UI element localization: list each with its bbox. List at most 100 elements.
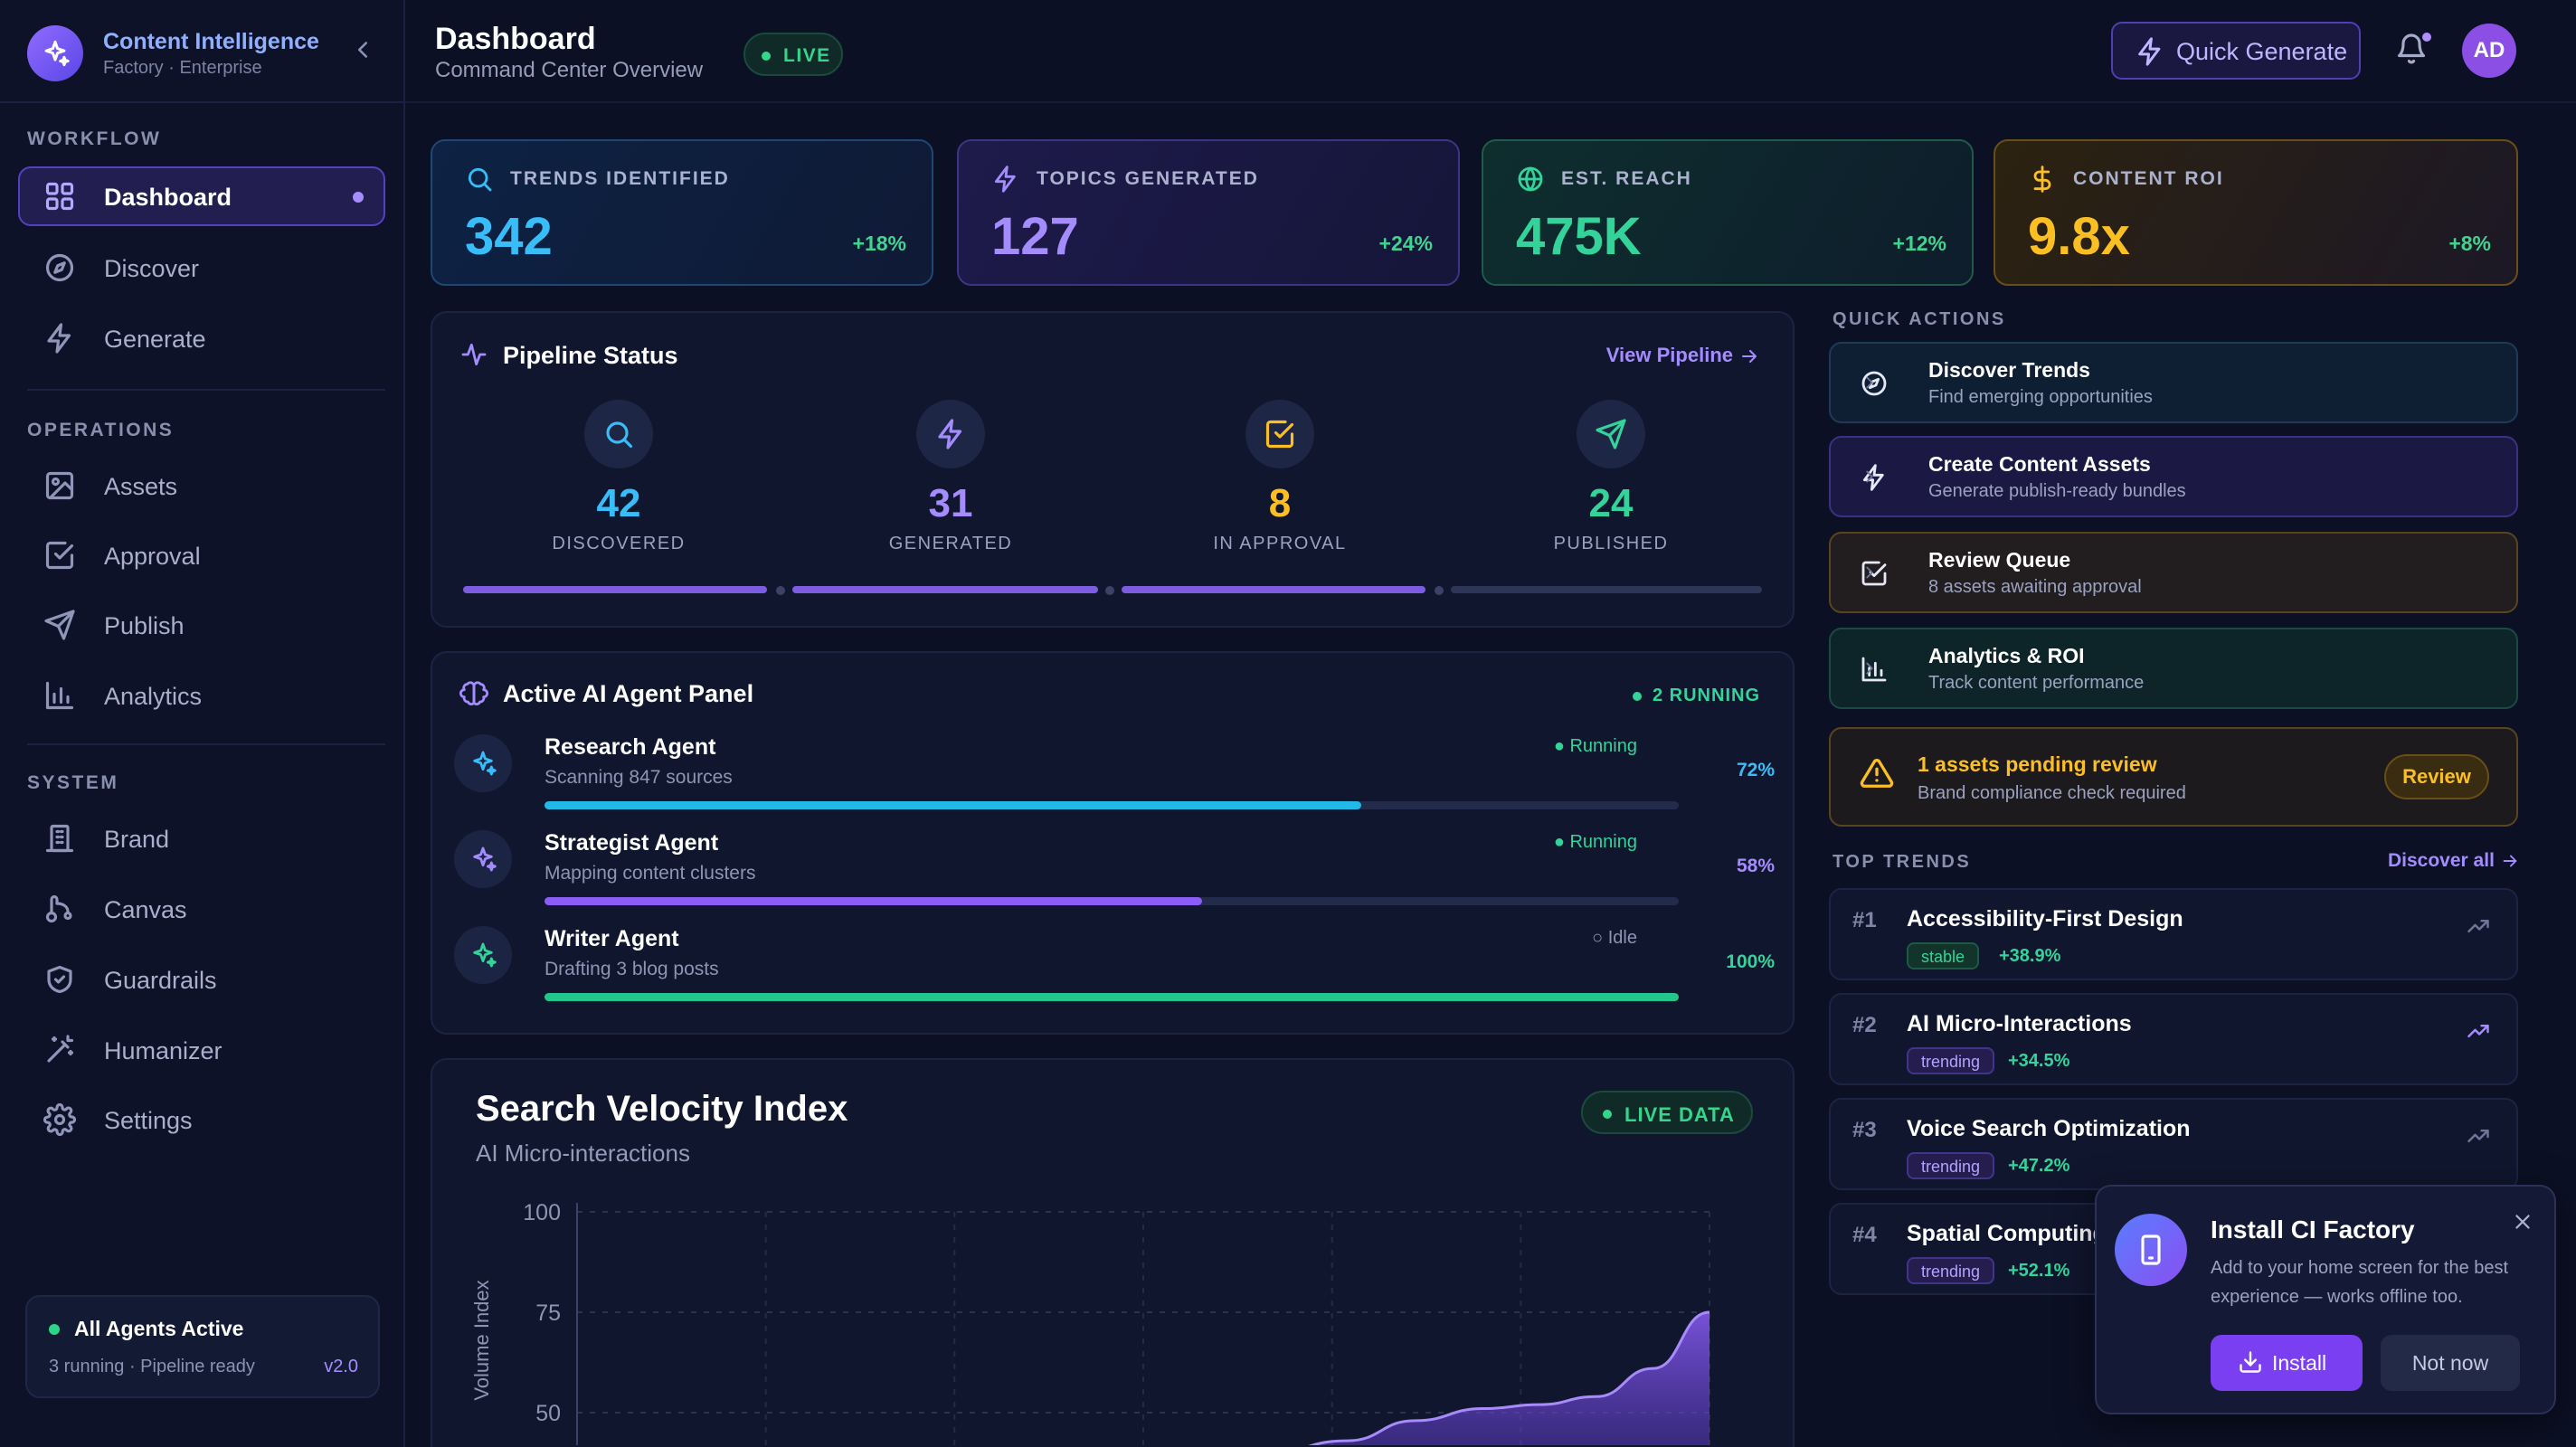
quick-action-create-content[interactable]: Create Content Assets Generate publish-r… — [1829, 436, 2518, 517]
chevron-right-icon — [1866, 376, 1873, 389]
y-tick-label: 100 — [523, 1200, 561, 1225]
brush-icon — [45, 895, 72, 923]
sidebar-item-canvas[interactable]: Canvas — [18, 879, 385, 939]
sidebar-item-discover[interactable]: Discover — [18, 238, 385, 298]
agent-row-writer[interactable]: Writer Agent Drafting 3 blog posts ○ Idl… — [454, 922, 1775, 1013]
bell-icon — [2397, 33, 2426, 64]
sidebar-item-label: Approval — [104, 543, 201, 570]
agent-status: ● Running — [1553, 832, 1637, 852]
active-indicator-dot — [353, 192, 364, 203]
lightning-icon — [2138, 37, 2161, 66]
arrow-right-icon — [1741, 350, 1757, 364]
chevron-right-icon — [1866, 566, 1873, 579]
agent-percent: 58% — [1736, 856, 1775, 876]
agent-row-strategist[interactable]: Strategist Agent Mapping content cluster… — [454, 827, 1775, 917]
quick-action-review-queue[interactable]: Review Queue 8 assets awaiting approval — [1829, 532, 2518, 613]
live-data-label: LIVE DATA — [1624, 1103, 1735, 1126]
review-button[interactable]: Review — [2384, 754, 2489, 799]
trending-up-icon — [2467, 919, 2489, 933]
bar-chart-icon — [45, 681, 74, 710]
sidebar-item-label: Dashboard — [104, 184, 232, 211]
agent-status-label: Running — [1569, 832, 1637, 852]
agent-avatar — [454, 830, 512, 888]
stage-count: 24 — [1588, 481, 1634, 525]
sidebar-item-analytics[interactable]: Analytics — [18, 666, 385, 725]
avatar[interactable]: AD — [2462, 24, 2516, 78]
quick-action-discover-trends[interactable]: Discover Trends Find emerging opportunit… — [1829, 342, 2518, 423]
collapse-sidebar-button[interactable] — [349, 36, 382, 69]
sidebar-item-label: Generate — [104, 326, 206, 353]
chevron-right-icon — [1866, 470, 1873, 483]
view-pipeline-link[interactable]: View Pipeline — [1606, 344, 1760, 367]
stage-icon-circle — [1245, 400, 1314, 468]
agent-percent: 100% — [1726, 951, 1775, 972]
agent-progress-fill — [545, 801, 1361, 809]
trend-name: Accessibility-First Design — [1907, 906, 2183, 932]
pipeline-stage-in-approval[interactable]: 8 IN APPROVAL — [1144, 400, 1416, 563]
sidebar-item-brand[interactable]: Brand — [18, 809, 385, 868]
sidebar-item-guardrails[interactable]: Guardrails — [18, 950, 385, 1009]
quick-action-title: Analytics & ROI — [1928, 644, 2085, 667]
stat-card-trends: TRENDS IDENTIFIED 342 +18% — [431, 139, 933, 286]
shield-icon — [47, 965, 72, 994]
building-icon — [45, 824, 74, 853]
velocity-chart: 100 75 50 Volume Index — [470, 1200, 1710, 1445]
quick-action-analytics[interactable]: Analytics & ROI Track content performanc… — [1829, 628, 2518, 709]
compass-icon — [45, 253, 74, 282]
y-tick-label: 50 — [535, 1401, 561, 1426]
agents-status-card: All Agents Active 3 running · Pipeline r… — [25, 1295, 380, 1398]
stat-delta: +12% — [1892, 232, 1946, 255]
live-dot — [762, 52, 771, 61]
close-dialog-button[interactable] — [2511, 1210, 2534, 1234]
pipeline-connector-dot — [1105, 586, 1114, 595]
sidebar-item-generate[interactable]: Generate — [18, 308, 385, 368]
stat-delta: +18% — [852, 232, 906, 255]
trend-item[interactable]: #3 Voice Search Optimization trending +4… — [1829, 1098, 2518, 1190]
sidebar-item-label: Humanizer — [104, 1037, 223, 1064]
sidebar-item-dashboard[interactable]: Dashboard — [18, 166, 385, 226]
alert-description: Brand compliance check required — [1918, 783, 2186, 803]
install-button[interactable]: Install — [2211, 1335, 2363, 1391]
quick-generate-button[interactable]: Quick Generate — [2111, 22, 2361, 80]
agent-row-research[interactable]: Research Agent Scanning 847 sources ● Ru… — [454, 731, 1775, 821]
sidebar-item-label: Assets — [104, 473, 178, 500]
stage-label: PUBLISHED — [1553, 534, 1669, 553]
not-now-button[interactable]: Not now — [2381, 1335, 2520, 1391]
divider — [27, 389, 385, 391]
warning-icon — [1860, 759, 1894, 788]
pipeline-stage-published[interactable]: 24 PUBLISHED — [1475, 400, 1747, 563]
sidebar-item-settings[interactable]: Settings — [18, 1090, 385, 1149]
dollar-icon — [2033, 166, 2051, 193]
sidebar-item-humanizer[interactable]: Humanizer — [18, 1020, 385, 1080]
brand[interactable]: Content Intelligence Factory · Enterpris… — [27, 25, 389, 81]
wand-icon — [47, 1035, 74, 1063]
agent-panel: Active AI Agent Panel 2 RUNNING Research… — [431, 651, 1795, 1035]
view-pipeline-label: View Pipeline — [1605, 344, 1733, 366]
sidebar-item-label: Analytics — [104, 683, 203, 710]
sidebar-item-assets[interactable]: Assets — [18, 456, 385, 515]
agents-status-detail: 3 running · Pipeline ready — [49, 1357, 255, 1376]
sidebar-item-approval[interactable]: Approval — [18, 525, 385, 585]
notifications-button[interactable] — [2395, 33, 2429, 67]
status-dot — [49, 1324, 60, 1335]
page-title: Dashboard — [435, 22, 596, 56]
discover-all-link[interactable]: Discover all — [2388, 850, 2520, 872]
trend-item[interactable]: #1 Accessibility-First Design stable +38… — [1829, 888, 2518, 980]
pipeline-stage-discovered[interactable]: 42 DISCOVERED — [483, 400, 754, 563]
send-icon — [44, 610, 75, 640]
page-subtitle: Command Center Overview — [435, 58, 704, 82]
agent-description: Scanning 847 sources — [545, 767, 733, 788]
image-icon — [45, 471, 74, 500]
quick-action-title: Review Queue — [1928, 548, 2071, 572]
sidebar-item-label: Canvas — [104, 896, 187, 923]
top-trends-label: TOP TRENDS — [1833, 852, 1972, 872]
trend-item[interactable]: #2 AI Micro-Interactions trending +34.5% — [1829, 993, 2518, 1085]
chevron-left-icon — [357, 42, 368, 58]
sparkle-icon — [473, 751, 497, 776]
agent-progress-fill — [545, 993, 1679, 1001]
divider — [0, 101, 403, 103]
pipeline-stage-generated[interactable]: 31 GENERATED — [815, 400, 1086, 563]
sidebar-item-publish[interactable]: Publish — [18, 595, 385, 655]
close-icon — [2515, 1215, 2530, 1229]
stat-label: TOPICS GENERATED — [1037, 168, 1259, 189]
